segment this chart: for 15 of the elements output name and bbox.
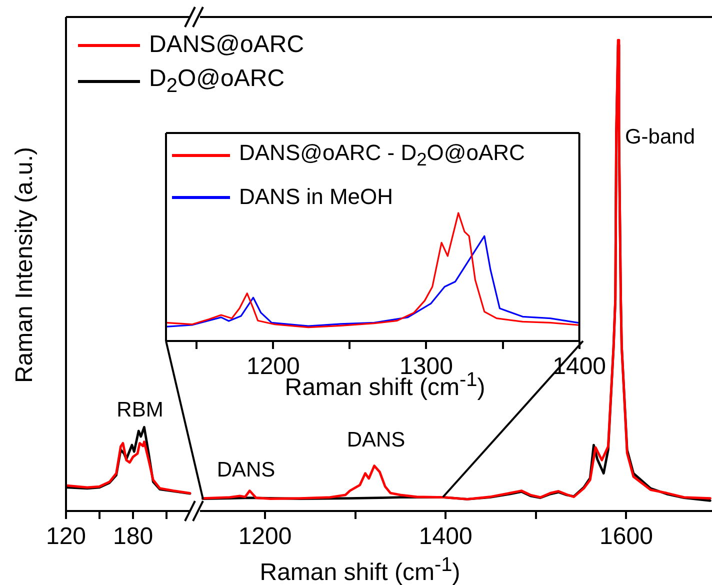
text: RBM [116, 398, 164, 422]
x-axis-title: Raman shift (cm$^{-1}$) [260, 554, 460, 585]
x-tick-label: 1600 [600, 523, 653, 550]
x-tick-label: 1400 [418, 523, 472, 550]
x-tick-label: 1200 [238, 523, 292, 550]
annotation: G-band [624, 126, 696, 148]
x-tick-label: 180 [113, 523, 154, 550]
legend-label: DANS in MeOH [239, 184, 394, 210]
legend-label: DANS@oARC - D$_{2}$O@oARC [239, 140, 525, 170]
x-tick-label: 120 [46, 523, 86, 550]
legend-label: D$_{2}$O@oARC [149, 64, 285, 98]
annotation: DANS [346, 428, 406, 452]
legend-label: DANS@oARC [149, 31, 304, 59]
y-axis-title: Raman Intensity (a.u.) [11, 146, 38, 384]
annotation: DANS [216, 458, 276, 482]
